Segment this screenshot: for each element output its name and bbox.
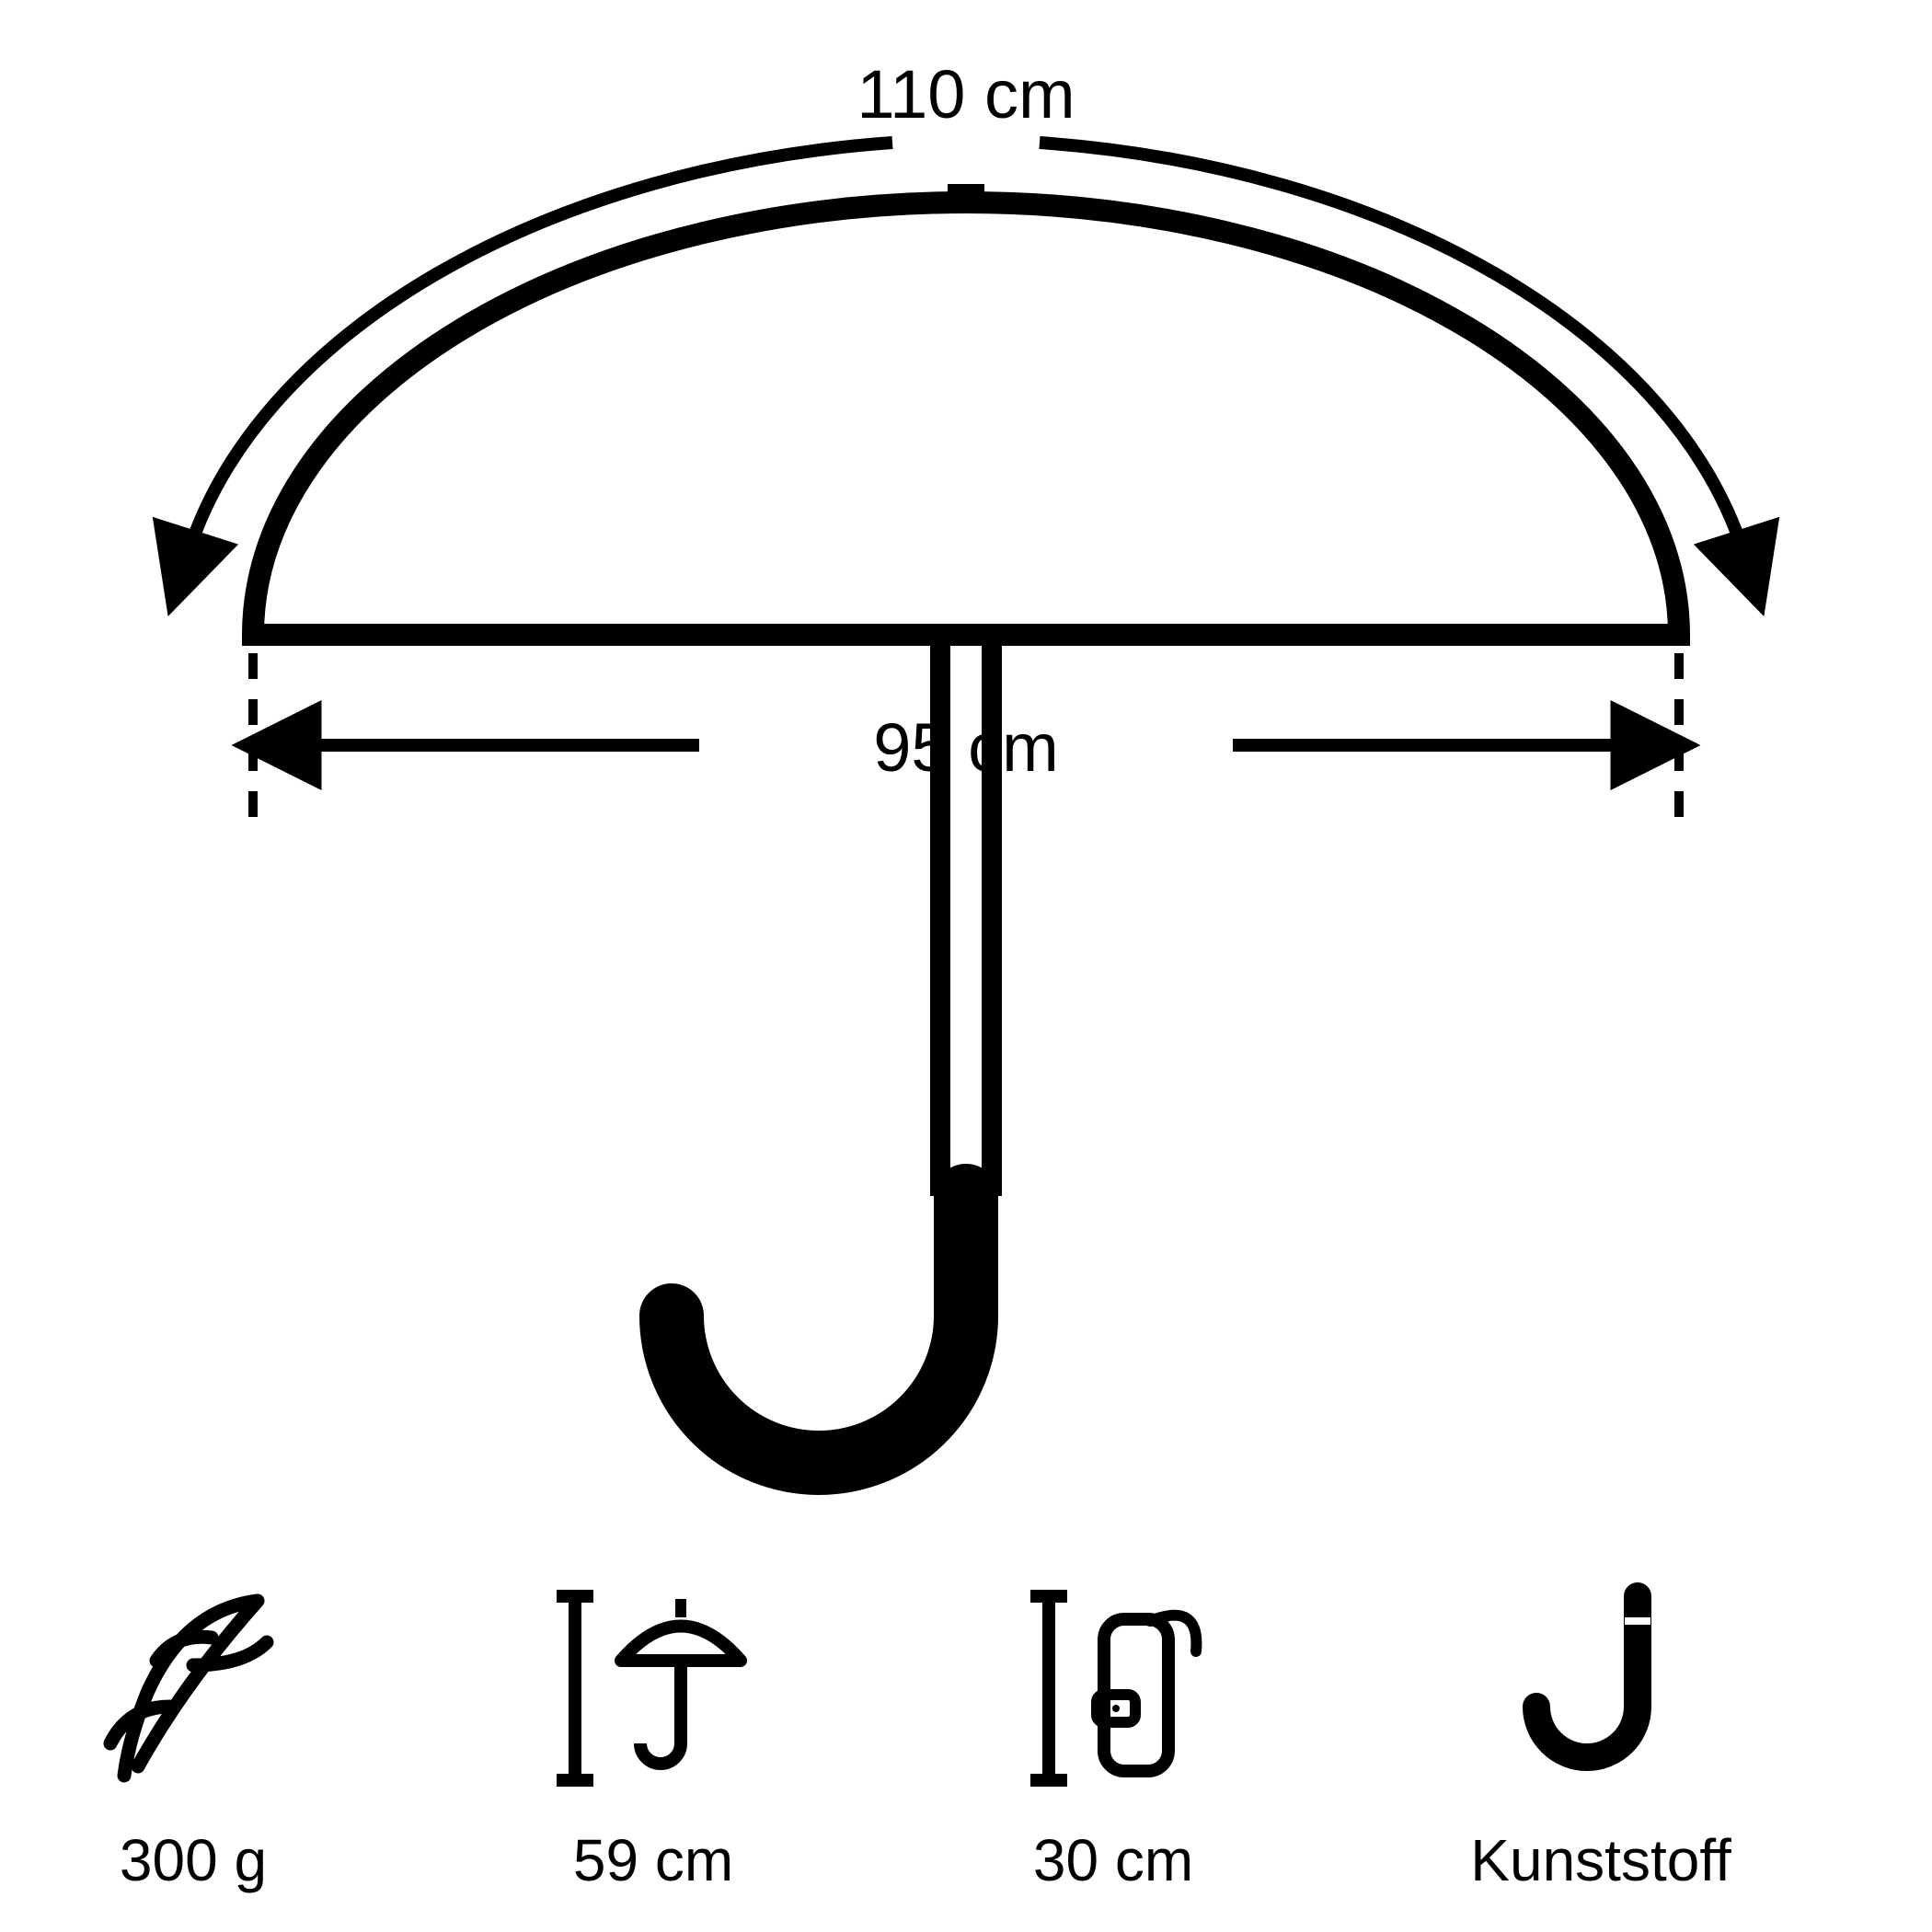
canopy-outline [253, 202, 1679, 635]
spec-open-length-label: 59 cm [497, 1826, 810, 1894]
umbrella-open-icon [534, 1564, 773, 1803]
umbrella-spec-diagram: 110 cm 95 cm 300 g 59 cm [0, 0, 1932, 1932]
spec-material-label: Kunststoff [1444, 1826, 1757, 1894]
arc-dimension-label: 110 cm [828, 55, 1104, 133]
umbrella-closed-icon [994, 1564, 1233, 1803]
handle-hook-icon [1490, 1564, 1730, 1803]
canopy-tip [948, 184, 984, 210]
handle-hook [672, 1196, 966, 1463]
diameter-dimension-label: 95 cm [828, 708, 1104, 787]
spec-weight-label: 300 g [37, 1826, 350, 1894]
feather-icon [74, 1564, 313, 1803]
spec-closed-length-label: 30 cm [957, 1826, 1270, 1894]
